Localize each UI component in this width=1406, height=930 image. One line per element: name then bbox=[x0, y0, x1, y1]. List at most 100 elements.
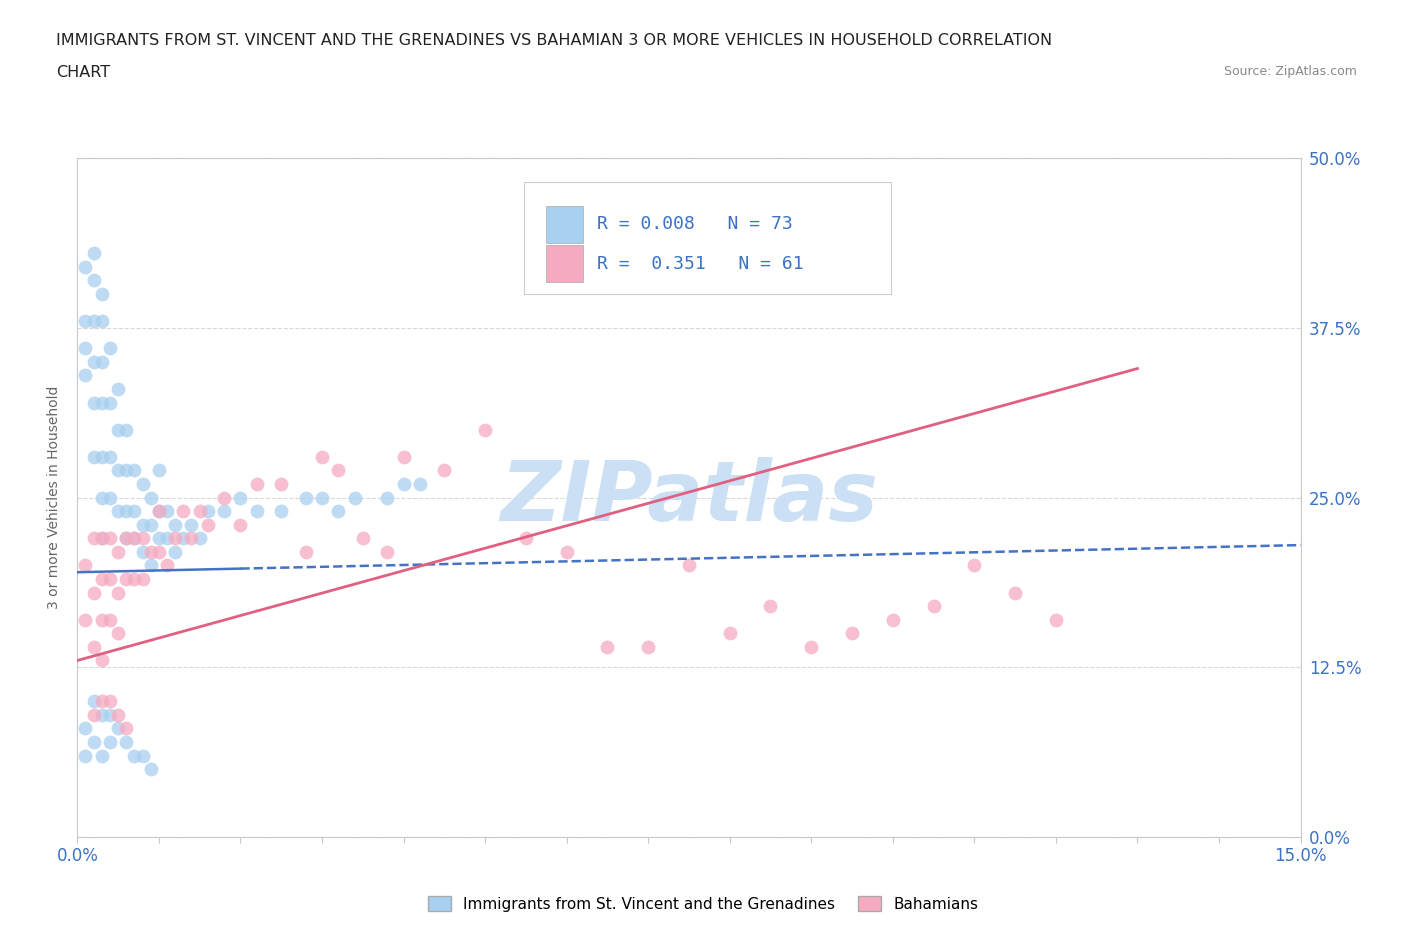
Point bbox=[759, 599, 782, 614]
Point bbox=[963, 558, 986, 573]
Point bbox=[800, 640, 823, 655]
Point bbox=[375, 544, 398, 559]
Point bbox=[83, 735, 105, 750]
Point bbox=[98, 572, 121, 587]
Point bbox=[83, 354, 105, 369]
Point bbox=[270, 476, 292, 491]
Point bbox=[229, 517, 252, 532]
Text: R =  0.351   N = 61: R = 0.351 N = 61 bbox=[598, 255, 804, 272]
Point bbox=[98, 694, 121, 709]
Point bbox=[90, 653, 112, 668]
Point bbox=[139, 517, 162, 532]
Point bbox=[197, 517, 219, 532]
Point bbox=[90, 531, 112, 546]
Point bbox=[75, 259, 97, 274]
Point bbox=[294, 544, 316, 559]
Point bbox=[139, 544, 162, 559]
Point bbox=[107, 708, 129, 723]
Point bbox=[98, 449, 121, 464]
Point bbox=[131, 748, 153, 763]
Point bbox=[246, 476, 269, 491]
Point bbox=[375, 490, 398, 505]
Point bbox=[115, 531, 138, 546]
Point bbox=[188, 531, 211, 546]
Point bbox=[98, 490, 121, 505]
Point bbox=[98, 340, 121, 355]
Point bbox=[75, 313, 97, 328]
Point bbox=[75, 721, 97, 736]
Point bbox=[107, 422, 129, 437]
Point bbox=[107, 721, 129, 736]
Point bbox=[433, 463, 456, 478]
Point bbox=[156, 531, 179, 546]
Point bbox=[124, 504, 146, 519]
Point bbox=[98, 531, 121, 546]
Point bbox=[124, 531, 146, 546]
FancyBboxPatch shape bbox=[524, 182, 891, 294]
Point bbox=[124, 531, 146, 546]
Point bbox=[172, 531, 194, 546]
Point bbox=[409, 476, 432, 491]
Point bbox=[139, 558, 162, 573]
Point bbox=[882, 612, 904, 627]
Point bbox=[148, 463, 170, 478]
Point bbox=[246, 504, 269, 519]
Point bbox=[156, 504, 179, 519]
Point bbox=[131, 572, 153, 587]
Point bbox=[90, 694, 112, 709]
Point bbox=[343, 490, 366, 505]
Point bbox=[83, 708, 105, 723]
Point bbox=[98, 612, 121, 627]
Point bbox=[107, 463, 129, 478]
Point bbox=[328, 504, 350, 519]
Point bbox=[90, 313, 112, 328]
Point bbox=[841, 626, 863, 641]
Point bbox=[131, 476, 153, 491]
Point bbox=[90, 612, 112, 627]
Point bbox=[131, 544, 153, 559]
Text: CHART: CHART bbox=[56, 65, 110, 80]
Point bbox=[83, 531, 105, 546]
Point bbox=[212, 490, 235, 505]
Point bbox=[75, 612, 97, 627]
Point bbox=[180, 531, 202, 546]
Point bbox=[148, 544, 170, 559]
Point bbox=[98, 395, 121, 410]
Point bbox=[75, 748, 97, 763]
Point bbox=[98, 708, 121, 723]
Point bbox=[148, 531, 170, 546]
Point bbox=[270, 504, 292, 519]
Point bbox=[165, 517, 187, 532]
Point bbox=[294, 490, 316, 505]
Point bbox=[83, 585, 105, 600]
Point bbox=[212, 504, 235, 519]
Point bbox=[131, 531, 153, 546]
Point bbox=[392, 476, 415, 491]
Point bbox=[148, 504, 170, 519]
Point bbox=[392, 449, 415, 464]
Point bbox=[115, 504, 138, 519]
Point bbox=[90, 490, 112, 505]
Point bbox=[311, 449, 333, 464]
Point bbox=[1004, 585, 1026, 600]
Point bbox=[596, 640, 619, 655]
Point bbox=[107, 544, 129, 559]
Point bbox=[107, 504, 129, 519]
Point bbox=[90, 531, 112, 546]
Text: IMMIGRANTS FROM ST. VINCENT AND THE GRENADINES VS BAHAMIAN 3 OR MORE VEHICLES IN: IMMIGRANTS FROM ST. VINCENT AND THE GREN… bbox=[56, 33, 1052, 47]
Point bbox=[148, 504, 170, 519]
Point bbox=[188, 504, 211, 519]
Point bbox=[98, 735, 121, 750]
Point bbox=[515, 531, 537, 546]
Point bbox=[75, 558, 97, 573]
Point bbox=[124, 748, 146, 763]
Point bbox=[90, 449, 112, 464]
Point bbox=[172, 504, 194, 519]
Point bbox=[124, 572, 146, 587]
Point bbox=[83, 272, 105, 287]
Point bbox=[75, 340, 97, 355]
Point bbox=[83, 694, 105, 709]
Point bbox=[115, 531, 138, 546]
Point bbox=[124, 463, 146, 478]
Point bbox=[107, 585, 129, 600]
